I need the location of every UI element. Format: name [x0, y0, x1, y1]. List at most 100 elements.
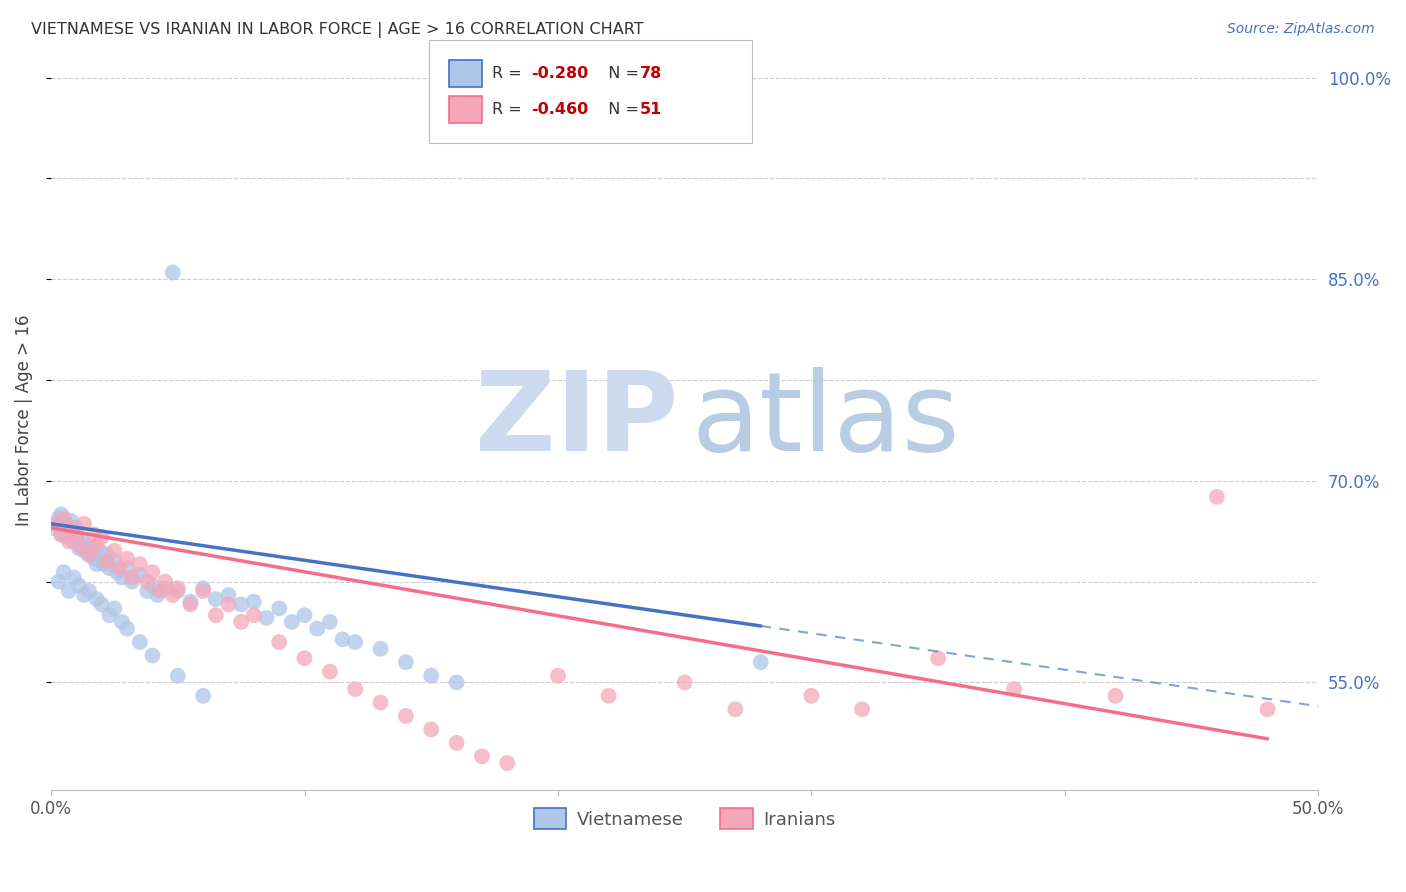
Point: [166, 582, 188, 596]
Point: [370, 641, 392, 656]
Point: [105, 565, 128, 579]
Point: [121, 570, 143, 584]
Point: [141, 579, 163, 593]
Point: [256, 611, 278, 625]
Text: N =: N =: [598, 66, 644, 80]
Point: [204, 608, 226, 623]
Point: [1104, 689, 1126, 703]
Point: [58, 521, 80, 535]
Point: [370, 696, 392, 710]
Point: [55, 516, 77, 531]
Point: [243, 608, 266, 623]
Point: [76, 538, 98, 552]
Point: [281, 615, 304, 629]
Point: [48, 574, 70, 589]
Point: [191, 689, 214, 703]
Point: [60, 521, 83, 535]
Point: [70, 534, 93, 549]
Point: [153, 574, 176, 589]
Point: [749, 655, 772, 669]
Point: [136, 584, 159, 599]
Point: [65, 530, 87, 544]
Point: [73, 543, 96, 558]
Point: [42, 521, 65, 535]
Point: [58, 534, 80, 549]
Point: [162, 265, 184, 279]
Point: [395, 709, 418, 723]
Point: [319, 615, 342, 629]
Point: [136, 574, 159, 589]
Y-axis label: In Labor Force | Age > 16: In Labor Force | Age > 16: [15, 315, 32, 526]
Point: [52, 511, 75, 525]
Point: [111, 615, 134, 629]
Point: [86, 592, 108, 607]
Point: [204, 592, 226, 607]
Point: [45, 516, 67, 531]
Point: [128, 635, 150, 649]
Point: [51, 527, 73, 541]
Point: [52, 524, 75, 538]
Point: [89, 543, 111, 558]
Text: 78: 78: [640, 66, 662, 80]
Point: [269, 601, 291, 615]
Point: [191, 582, 214, 596]
Point: [86, 557, 108, 571]
Point: [45, 516, 67, 531]
Text: ZIP: ZIP: [475, 367, 678, 474]
Point: [121, 574, 143, 589]
Point: [294, 608, 316, 623]
Point: [319, 665, 342, 679]
Point: [673, 675, 696, 690]
Point: [48, 511, 70, 525]
Point: [724, 702, 747, 716]
Point: [446, 675, 468, 690]
Point: [70, 541, 93, 555]
Point: [115, 561, 138, 575]
Point: [77, 548, 100, 562]
Point: [420, 723, 443, 737]
Point: [77, 584, 100, 599]
Point: [1206, 490, 1229, 504]
Point: [231, 598, 253, 612]
Point: [166, 584, 188, 599]
Point: [800, 689, 823, 703]
Text: 51: 51: [640, 103, 662, 117]
Point: [90, 598, 112, 612]
Point: [344, 635, 367, 649]
Text: -0.280: -0.280: [531, 66, 589, 80]
Point: [86, 538, 108, 552]
Point: [55, 527, 77, 541]
Point: [141, 648, 163, 663]
Point: [96, 554, 118, 568]
Point: [395, 655, 418, 669]
Point: [65, 521, 87, 535]
Point: [65, 530, 87, 544]
Point: [108, 561, 131, 575]
Point: [179, 598, 201, 612]
Point: [146, 588, 169, 602]
Point: [166, 668, 188, 682]
Point: [269, 635, 291, 649]
Text: R =: R =: [492, 103, 527, 117]
Point: [67, 541, 90, 555]
Text: -0.460: -0.460: [531, 103, 589, 117]
Point: [52, 565, 75, 579]
Point: [179, 595, 201, 609]
Point: [332, 632, 354, 647]
Point: [1257, 702, 1279, 716]
Point: [307, 622, 329, 636]
Point: [420, 668, 443, 682]
Point: [103, 543, 125, 558]
Point: [63, 570, 86, 584]
Point: [243, 595, 266, 609]
Point: [58, 584, 80, 599]
Point: [90, 530, 112, 544]
Point: [63, 527, 86, 541]
Point: [217, 598, 239, 612]
Point: [446, 736, 468, 750]
Point: [191, 584, 214, 599]
Point: [111, 570, 134, 584]
Text: R =: R =: [492, 66, 527, 80]
Point: [1002, 682, 1025, 697]
Point: [98, 561, 121, 575]
